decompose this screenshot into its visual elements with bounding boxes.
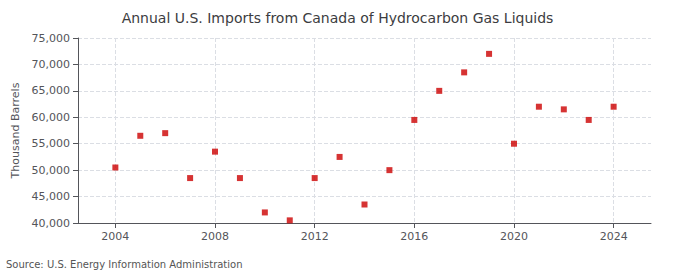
svg-text:65,000: 65,000 xyxy=(32,84,71,97)
svg-text:40,000: 40,000 xyxy=(32,217,71,230)
svg-text:2004: 2004 xyxy=(101,230,129,243)
svg-text:75,000: 75,000 xyxy=(32,32,71,45)
svg-text:2012: 2012 xyxy=(301,230,329,243)
svg-text:60,000: 60,000 xyxy=(32,111,71,124)
svg-text:70,000: 70,000 xyxy=(32,58,71,71)
svg-text:2008: 2008 xyxy=(201,230,229,243)
svg-text:55,000: 55,000 xyxy=(32,137,71,150)
svg-text:Annual U.S. Imports from Canad: Annual U.S. Imports from Canada of Hydro… xyxy=(122,10,554,26)
svg-text:2020: 2020 xyxy=(500,230,528,243)
svg-text:50,000: 50,000 xyxy=(32,164,71,177)
svg-text:Thousand Barrels: Thousand Barrels xyxy=(9,82,22,179)
svg-text:2024: 2024 xyxy=(600,230,628,243)
svg-text:Source: U.S. Energy Informatio: Source: U.S. Energy Information Administ… xyxy=(6,259,243,270)
svg-text:2016: 2016 xyxy=(400,230,428,243)
svg-text:45,000: 45,000 xyxy=(32,190,71,203)
